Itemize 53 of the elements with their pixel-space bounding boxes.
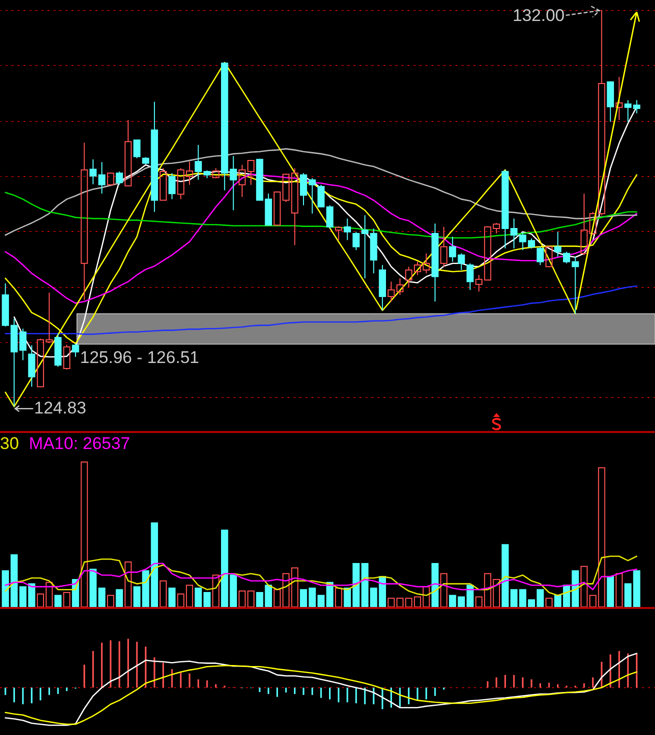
bar	[116, 589, 123, 607]
bar	[580, 566, 588, 607]
bar	[107, 594, 114, 607]
candlestick	[150, 101, 158, 212]
candlestick	[124, 120, 132, 186]
bar	[238, 590, 246, 607]
bar	[54, 594, 62, 607]
candlestick	[431, 223, 439, 302]
candlestick	[168, 172, 176, 200]
bar	[264, 584, 272, 607]
bar	[80, 462, 88, 607]
candlestick	[378, 264, 386, 311]
bar	[256, 592, 264, 607]
bar	[212, 574, 220, 607]
bar	[168, 588, 176, 607]
bar	[545, 598, 553, 607]
bar	[378, 576, 386, 607]
candlestick	[572, 256, 579, 314]
candlestick	[554, 231, 562, 258]
candlestick	[90, 158, 97, 185]
band-label: 125.96 - 126.51	[80, 348, 200, 368]
bar	[335, 588, 342, 607]
bar	[616, 573, 623, 607]
bar	[160, 580, 167, 607]
bar	[150, 522, 158, 607]
bar	[98, 588, 106, 607]
bar	[440, 573, 448, 607]
candlestick	[19, 328, 26, 361]
annotation: 132.00	[512, 6, 565, 25]
candlestick	[344, 218, 351, 241]
candlestick	[264, 193, 272, 226]
bar	[221, 530, 228, 607]
candlestick	[238, 164, 246, 198]
bar	[247, 590, 254, 607]
candlestick	[160, 168, 167, 201]
bar	[124, 562, 132, 607]
candlestick	[230, 156, 237, 211]
candlestick	[80, 142, 88, 300]
candlestick	[98, 162, 106, 194]
bar	[90, 568, 97, 607]
candlestick	[28, 344, 36, 388]
bar	[230, 574, 237, 607]
text: 30	[0, 434, 19, 454]
candlestick	[616, 76, 623, 121]
bar	[492, 578, 500, 607]
bar	[449, 594, 456, 607]
bar	[606, 576, 614, 607]
bar	[431, 563, 439, 607]
text: MA10: 26537	[28, 434, 130, 454]
candlestick	[449, 236, 456, 262]
bar	[572, 570, 579, 607]
bar	[63, 592, 70, 607]
annotation: 124.83	[34, 398, 86, 418]
